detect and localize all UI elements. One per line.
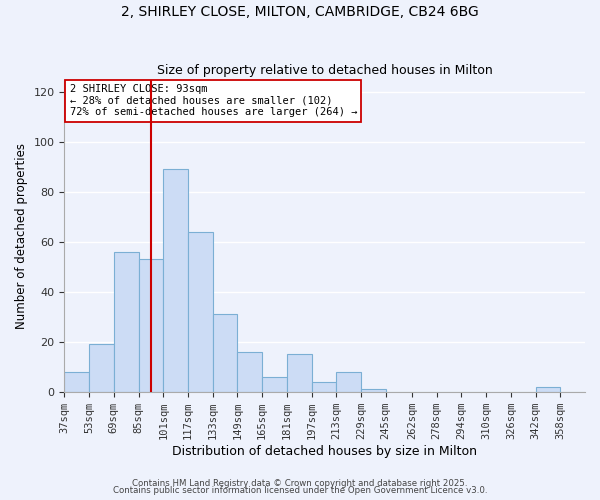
- Bar: [139, 260, 163, 392]
- Bar: [89, 344, 114, 392]
- Bar: [287, 354, 311, 392]
- Y-axis label: Number of detached properties: Number of detached properties: [15, 142, 28, 328]
- Text: Contains HM Land Registry data © Crown copyright and database right 2025.: Contains HM Land Registry data © Crown c…: [132, 478, 468, 488]
- Bar: [311, 382, 336, 392]
- Text: Contains public sector information licensed under the Open Government Licence v3: Contains public sector information licen…: [113, 486, 487, 495]
- Bar: [64, 372, 89, 392]
- Bar: [213, 314, 238, 392]
- Text: 2 SHIRLEY CLOSE: 93sqm
← 28% of detached houses are smaller (102)
72% of semi-de: 2 SHIRLEY CLOSE: 93sqm ← 28% of detached…: [70, 84, 357, 117]
- Bar: [114, 252, 139, 392]
- Bar: [238, 352, 262, 392]
- Bar: [336, 372, 361, 392]
- Text: 2, SHIRLEY CLOSE, MILTON, CAMBRIDGE, CB24 6BG: 2, SHIRLEY CLOSE, MILTON, CAMBRIDGE, CB2…: [121, 5, 479, 19]
- Bar: [163, 170, 188, 392]
- X-axis label: Distribution of detached houses by size in Milton: Distribution of detached houses by size …: [172, 444, 477, 458]
- Bar: [188, 232, 213, 392]
- Title: Size of property relative to detached houses in Milton: Size of property relative to detached ho…: [157, 64, 493, 77]
- Bar: [262, 376, 287, 392]
- Bar: [361, 389, 386, 392]
- Bar: [536, 386, 560, 392]
